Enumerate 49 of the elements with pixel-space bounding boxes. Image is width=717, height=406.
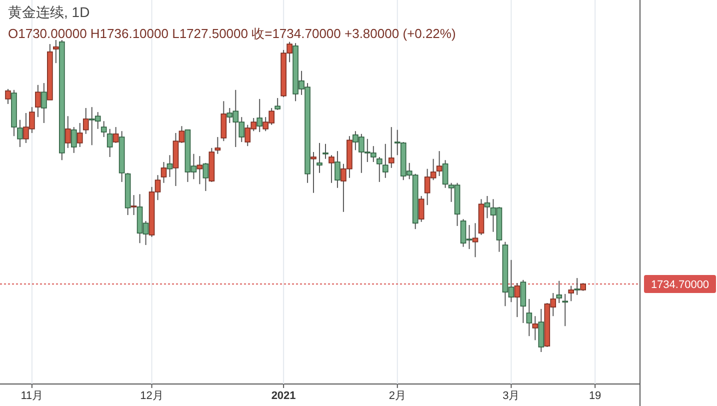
candlestick	[41, 82, 47, 124]
candlestick	[532, 316, 538, 341]
candlestick	[70, 126, 77, 154]
candlestick	[274, 98, 280, 110]
chart-title: 黄金连续, 1D	[8, 4, 90, 20]
chart-subtitle: O1730.00000 H1736.10000 L1727.50000 收=1734.70000 +3.80000 (+0.22%)	[8, 26, 456, 41]
candlestick	[17, 119, 23, 148]
x-tick-label: 12月	[140, 390, 164, 402]
candlestick	[484, 196, 490, 219]
candlestick	[53, 40, 59, 64]
candlestick	[328, 154, 334, 184]
candlestick	[100, 120, 107, 138]
candlestick	[112, 126, 119, 144]
candlestick	[382, 143, 388, 178]
candlestick	[316, 142, 322, 174]
candlestick	[202, 162, 209, 192]
x-tick-label: 2021	[271, 390, 296, 402]
text: 1734.70000	[650, 278, 710, 291]
candlestick	[436, 150, 442, 177]
candlestick	[160, 161, 167, 184]
candlestick	[334, 150, 340, 188]
candlestick	[562, 293, 568, 327]
x-tick-label: 11月	[20, 390, 44, 402]
candlestick	[256, 98, 262, 133]
candlestick	[5, 88, 11, 104]
candlestick	[442, 160, 448, 188]
candlestick	[166, 154, 173, 178]
candlestick	[472, 222, 478, 258]
candlestick	[322, 143, 328, 160]
candlestick	[65, 116, 71, 148]
candlestick	[376, 156, 382, 182]
candlestick	[130, 194, 137, 216]
candlestick	[310, 152, 316, 194]
candlestick	[574, 278, 580, 296]
candlestick	[388, 126, 394, 168]
candlestick	[568, 285, 574, 302]
candlestick	[556, 280, 562, 304]
candlestick	[82, 108, 89, 134]
candlestick	[418, 196, 424, 222]
x-tick-label: 2月	[388, 390, 406, 402]
candlestick	[214, 136, 221, 154]
candlestick	[196, 156, 203, 185]
candlestick	[514, 282, 520, 318]
candlestick	[106, 128, 113, 158]
candlestick	[76, 122, 83, 148]
x-tick-label: 3月	[502, 390, 520, 402]
x-tick-label: 19	[588, 390, 602, 402]
candlestick	[526, 298, 532, 337]
candlestick	[35, 84, 41, 118]
